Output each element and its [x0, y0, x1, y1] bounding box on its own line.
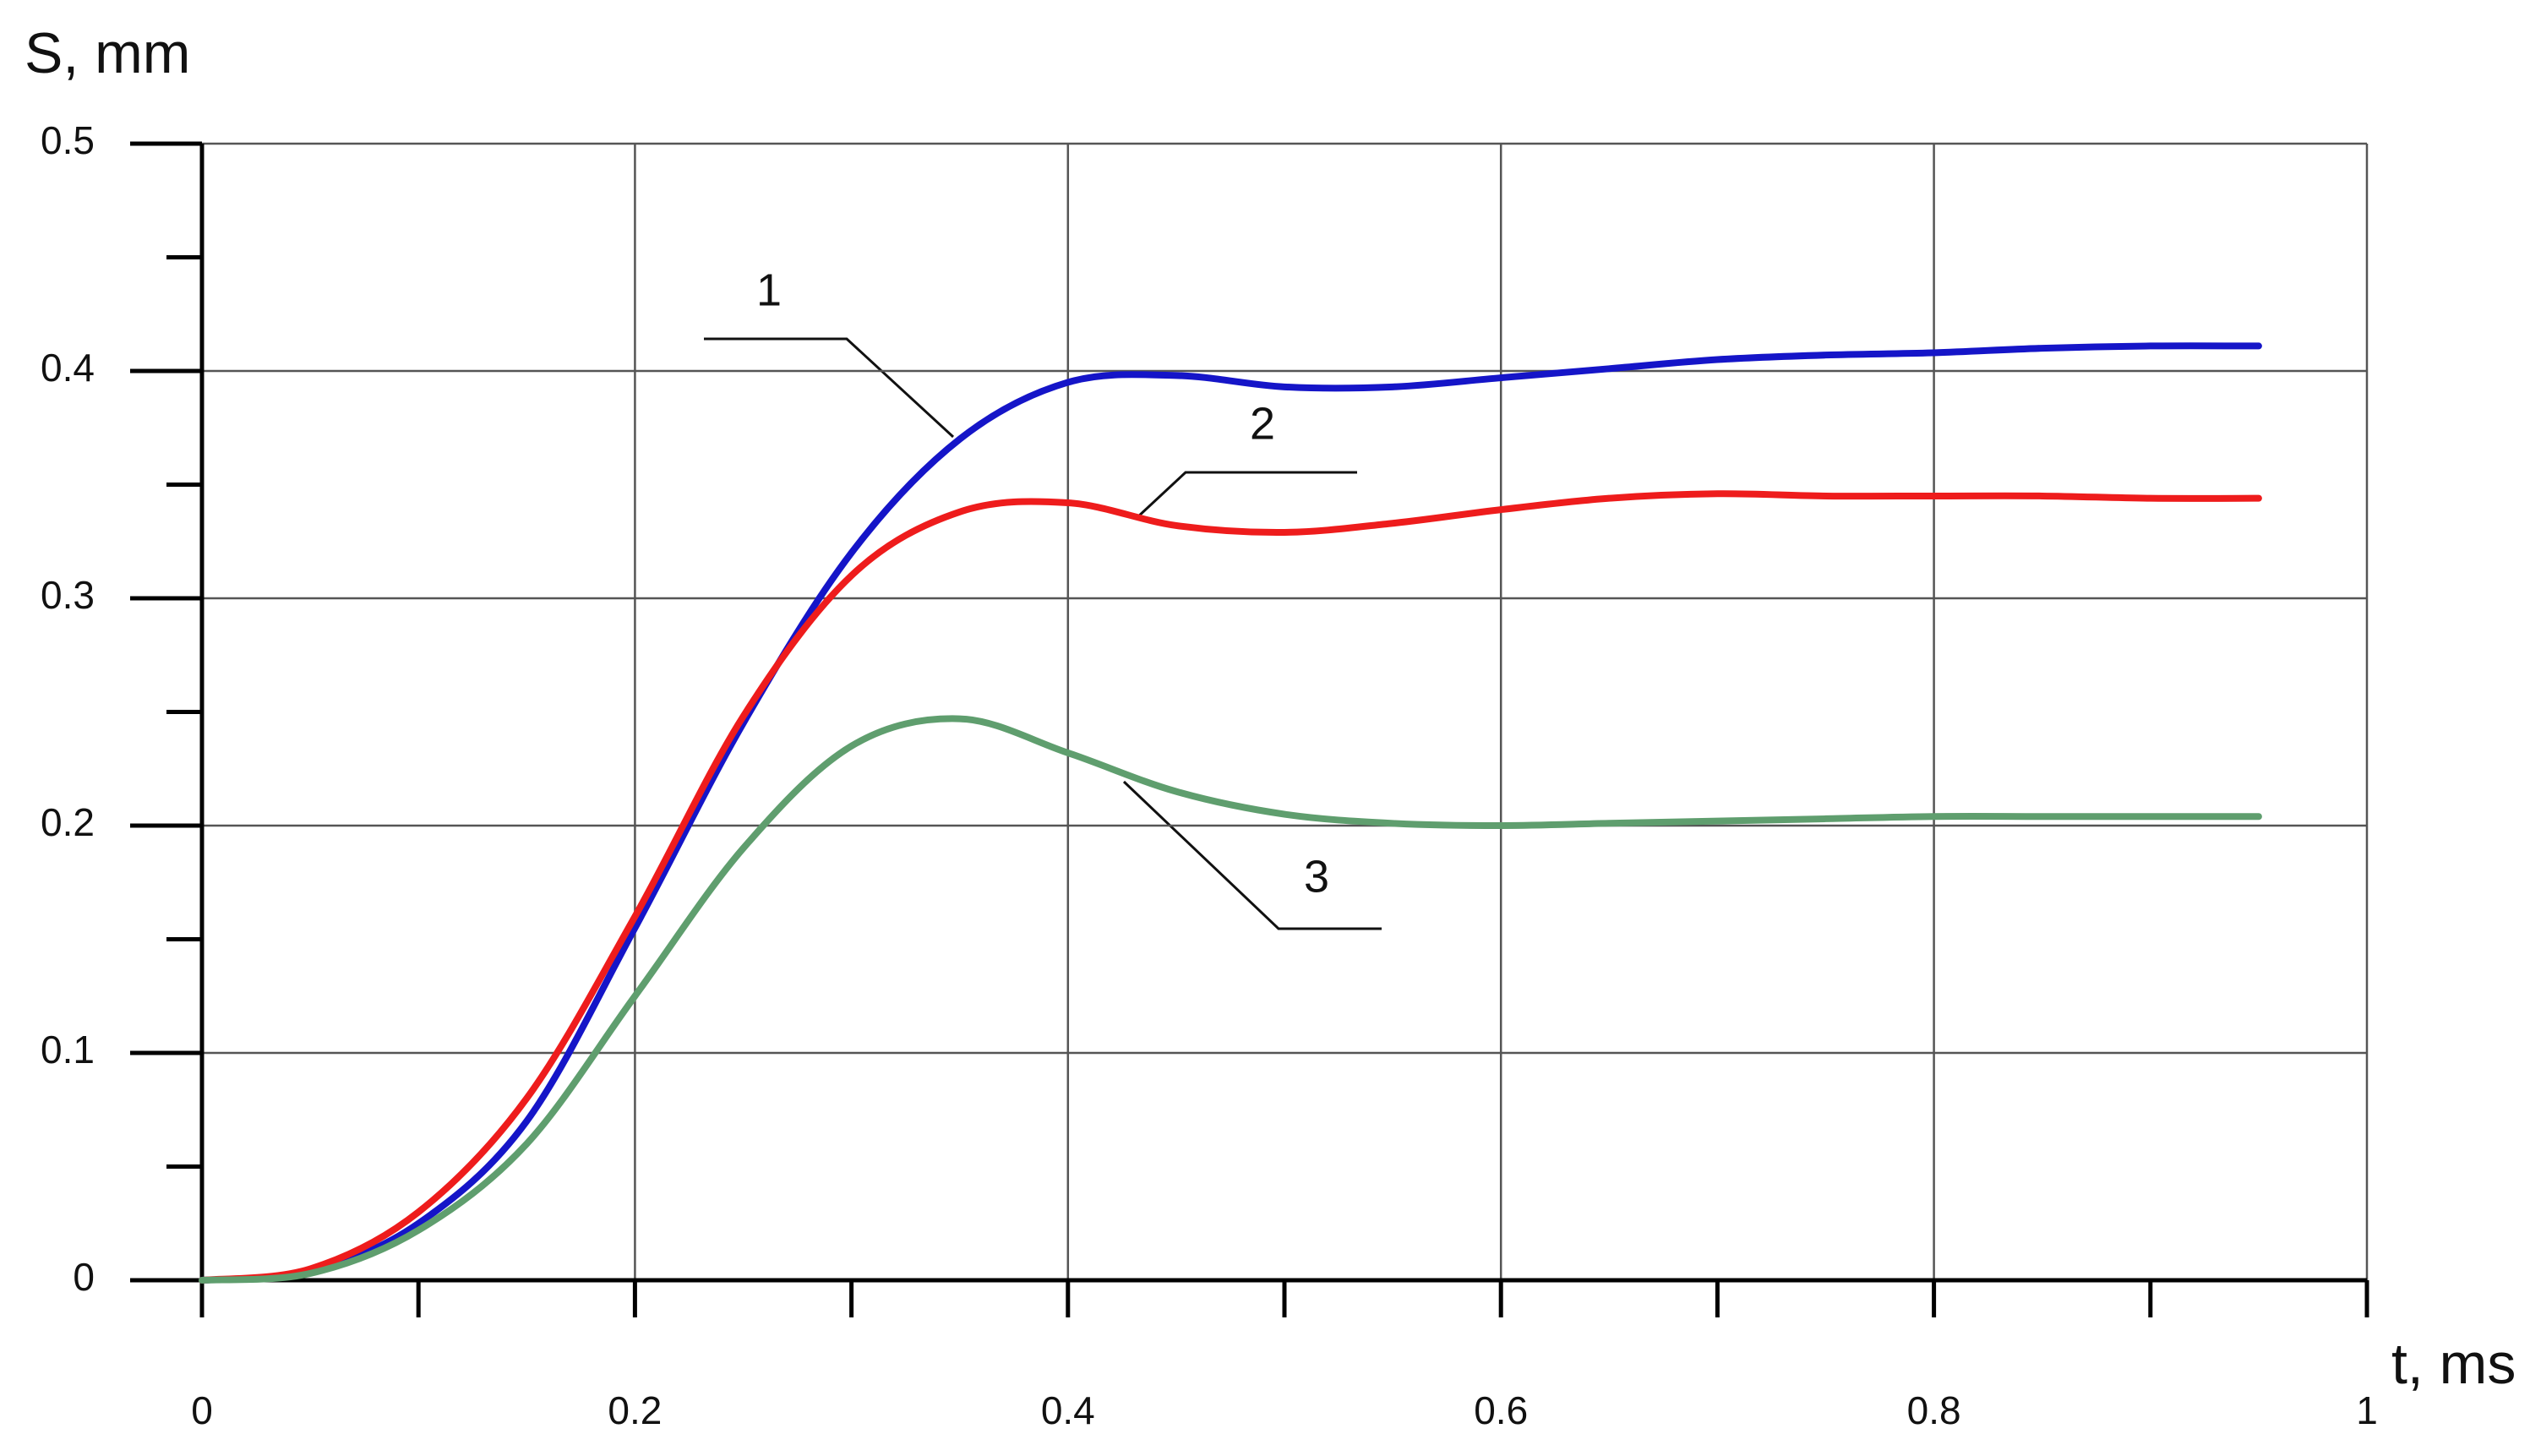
leader-line [704, 337, 955, 439]
curve-label: 3 [1304, 851, 1329, 902]
x-tick-label: 1 [2356, 1388, 2378, 1432]
curve-label: 2 [1250, 398, 1275, 449]
curve-label: 1 [756, 264, 782, 315]
x-tick-label: 0 [191, 1388, 213, 1432]
y-tick-label: 0.5 [41, 118, 95, 162]
y-tick-label: 0 [73, 1255, 95, 1299]
x-tick-label: 0.2 [608, 1388, 662, 1432]
x-axis-title: t, ms [2391, 1332, 2516, 1396]
y-tick-label: 0.4 [41, 346, 95, 390]
y-tick-label: 0.3 [41, 573, 95, 617]
y-tick-label: 0.1 [41, 1028, 95, 1072]
x-tick-label: 0.8 [1907, 1388, 1961, 1432]
series-line [199, 342, 2262, 1284]
y-tick-label: 0.2 [41, 800, 95, 844]
leader-line [1122, 780, 1382, 930]
x-tick-label: 0.6 [1474, 1388, 1528, 1432]
leader-line [1135, 471, 1357, 520]
x-tick-label: 0.4 [1041, 1388, 1095, 1432]
series-line [199, 715, 2262, 1284]
curve-annotations [704, 337, 1382, 930]
y-axis-title: S, mm [25, 21, 190, 85]
series-line [199, 490, 2262, 1284]
